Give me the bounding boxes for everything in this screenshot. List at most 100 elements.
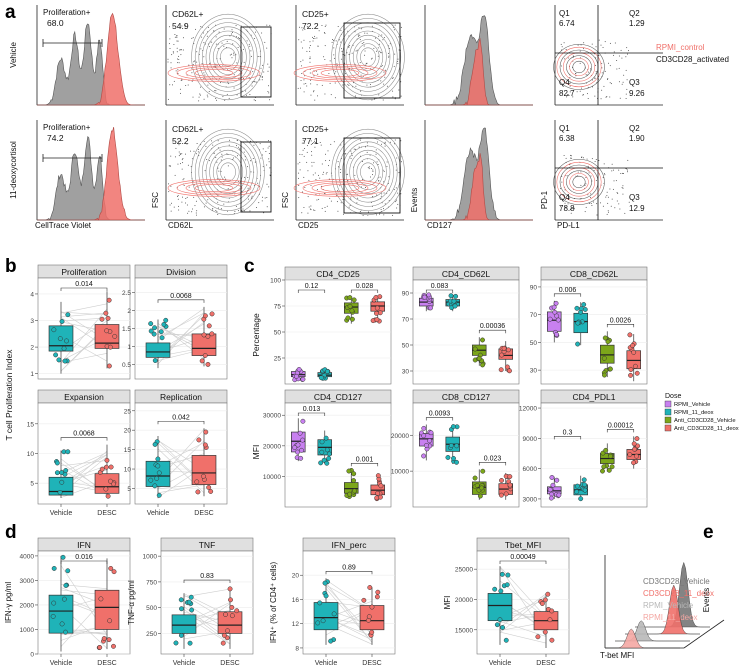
event-dot bbox=[261, 76, 263, 78]
event-dot bbox=[178, 55, 180, 57]
contour-line bbox=[356, 43, 380, 71]
event-dot bbox=[246, 166, 248, 168]
event-dot bbox=[310, 209, 312, 211]
event-dot bbox=[596, 214, 598, 216]
event-dot bbox=[355, 148, 357, 150]
event-dot bbox=[560, 43, 562, 45]
event-dot bbox=[197, 151, 199, 153]
event-dot bbox=[607, 202, 609, 204]
event-dot bbox=[212, 144, 214, 146]
data-point bbox=[451, 455, 456, 461]
event-dot bbox=[203, 42, 205, 44]
event-dot bbox=[323, 32, 325, 34]
event-dot bbox=[312, 40, 314, 42]
event-dot bbox=[255, 81, 257, 83]
data-point bbox=[421, 453, 427, 459]
box bbox=[191, 455, 217, 485]
histogram-grey bbox=[37, 136, 145, 221]
p-value: 0.3 bbox=[563, 429, 573, 436]
y-axis-label: IFN-γ pg/ml bbox=[4, 582, 13, 624]
y-tick-label: 1 bbox=[30, 371, 34, 378]
event-dot bbox=[580, 171, 582, 173]
event-dot bbox=[591, 79, 593, 81]
event-dot bbox=[312, 174, 314, 176]
significance-bracket bbox=[499, 560, 547, 564]
event-dot bbox=[236, 36, 238, 38]
event-dot bbox=[381, 52, 383, 54]
event-dot bbox=[368, 168, 370, 170]
event-dot bbox=[218, 170, 220, 172]
event-dot bbox=[192, 37, 194, 39]
data-point bbox=[99, 316, 105, 322]
event-dot bbox=[192, 96, 194, 98]
contour-line bbox=[345, 145, 391, 199]
data-point bbox=[61, 346, 67, 351]
event-dot bbox=[603, 85, 605, 87]
event-dot bbox=[358, 27, 360, 29]
event-dot bbox=[372, 170, 374, 172]
event-dot bbox=[178, 144, 180, 146]
event-dot bbox=[268, 158, 270, 160]
data-point bbox=[494, 622, 500, 628]
y-tick-label: 0.5 bbox=[122, 362, 131, 369]
event-dot bbox=[262, 148, 264, 150]
data-point bbox=[547, 487, 553, 493]
event-dot bbox=[232, 43, 234, 45]
data-point bbox=[551, 304, 557, 310]
event-dot bbox=[212, 209, 214, 211]
event-dot bbox=[262, 64, 264, 66]
event-dot bbox=[328, 165, 330, 167]
significance-bracket bbox=[60, 287, 108, 291]
data-point bbox=[111, 643, 116, 649]
event-dot bbox=[235, 205, 237, 207]
y-tick-label: 20000 bbox=[263, 443, 281, 450]
event-dot bbox=[332, 39, 334, 41]
event-dot bbox=[374, 37, 376, 39]
event-dot bbox=[238, 37, 240, 39]
event-dot bbox=[376, 50, 378, 52]
data-point bbox=[349, 316, 355, 322]
contour-line bbox=[198, 137, 258, 207]
event-dot bbox=[171, 202, 173, 204]
data-point bbox=[426, 292, 432, 298]
event-dot bbox=[354, 31, 356, 33]
event-dot bbox=[570, 155, 572, 157]
data-point bbox=[378, 494, 383, 500]
data-point bbox=[632, 446, 637, 452]
event-dot bbox=[366, 142, 368, 144]
event-dot bbox=[365, 146, 367, 148]
event-dot bbox=[178, 62, 180, 64]
event-dot bbox=[347, 180, 349, 182]
data-point bbox=[208, 489, 214, 494]
event-dot bbox=[176, 40, 178, 42]
event-dot bbox=[193, 60, 195, 62]
event-dot bbox=[250, 160, 252, 162]
event-dot bbox=[398, 36, 400, 38]
data-point bbox=[189, 607, 195, 613]
significance-bracket bbox=[60, 437, 108, 441]
data-point bbox=[375, 490, 381, 496]
event-dot bbox=[313, 142, 315, 144]
event-dot bbox=[567, 57, 569, 59]
event-dot bbox=[400, 36, 402, 38]
event-dot bbox=[383, 83, 385, 85]
event-dot bbox=[572, 207, 574, 209]
legend-rpmi-11-deox: RPMI_11_deox bbox=[643, 613, 698, 622]
event-dot bbox=[250, 50, 252, 52]
event-dot bbox=[309, 41, 311, 43]
event-dot bbox=[245, 159, 247, 161]
data-point bbox=[186, 599, 192, 605]
event-dot bbox=[357, 34, 359, 36]
data-point bbox=[628, 367, 634, 372]
data-point bbox=[293, 373, 299, 379]
event-dot bbox=[220, 208, 222, 210]
event-dot bbox=[268, 153, 270, 155]
data-point bbox=[631, 349, 637, 355]
event-dot bbox=[383, 71, 385, 73]
event-dot bbox=[195, 153, 197, 155]
event-dot bbox=[577, 44, 579, 46]
significance-bracket bbox=[183, 579, 231, 584]
event-dot bbox=[168, 43, 170, 45]
event-dot bbox=[269, 167, 271, 169]
event-dot bbox=[319, 142, 321, 144]
